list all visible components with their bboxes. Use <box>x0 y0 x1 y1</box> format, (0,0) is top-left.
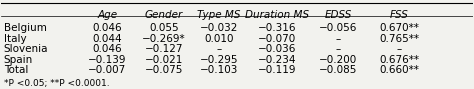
Text: Italy: Italy <box>4 34 27 44</box>
Text: 0.660**: 0.660** <box>380 65 419 75</box>
Text: EDSS: EDSS <box>325 10 352 20</box>
Text: −0.269*: −0.269* <box>142 34 186 44</box>
Text: Gender: Gender <box>145 10 183 20</box>
Text: –: – <box>397 44 402 54</box>
Text: −0.103: −0.103 <box>200 65 238 75</box>
Text: Slovenia: Slovenia <box>4 44 48 54</box>
Text: Duration MS: Duration MS <box>245 10 309 20</box>
Text: −0.007: −0.007 <box>88 65 127 75</box>
Text: −0.119: −0.119 <box>258 65 296 75</box>
Text: −0.032: −0.032 <box>200 23 238 33</box>
Text: –: – <box>217 44 222 54</box>
Text: 0.670**: 0.670** <box>380 23 419 33</box>
Text: 0.046: 0.046 <box>92 23 122 33</box>
Text: –: – <box>336 34 341 44</box>
Text: 0.765**: 0.765** <box>380 34 419 44</box>
Text: −0.070: −0.070 <box>258 34 296 44</box>
Text: 0.046: 0.046 <box>92 44 122 54</box>
Text: –: – <box>336 44 341 54</box>
Text: *P <0.05; **P <0.0001.: *P <0.05; **P <0.0001. <box>4 79 109 88</box>
Text: Total: Total <box>4 65 28 75</box>
Text: −0.139: −0.139 <box>88 55 127 65</box>
Text: −0.056: −0.056 <box>319 23 357 33</box>
Text: 0.044: 0.044 <box>92 34 122 44</box>
Text: 0.676**: 0.676** <box>380 55 419 65</box>
Text: −0.075: −0.075 <box>145 65 183 75</box>
Text: −0.127: −0.127 <box>145 44 183 54</box>
Text: 0.010: 0.010 <box>204 34 234 44</box>
Text: Age: Age <box>97 10 118 20</box>
Text: FSS: FSS <box>390 10 409 20</box>
Text: −0.200: −0.200 <box>319 55 357 65</box>
Text: Spain: Spain <box>4 55 33 65</box>
Text: −0.085: −0.085 <box>319 65 357 75</box>
Text: −0.234: −0.234 <box>258 55 296 65</box>
Text: Type MS: Type MS <box>197 10 241 20</box>
Text: −0.036: −0.036 <box>258 44 296 54</box>
Text: −0.295: −0.295 <box>200 55 238 65</box>
Text: Belgium: Belgium <box>4 23 46 33</box>
Text: −0.316: −0.316 <box>258 23 296 33</box>
Text: 0.055: 0.055 <box>149 23 179 33</box>
Text: −0.021: −0.021 <box>145 55 183 65</box>
